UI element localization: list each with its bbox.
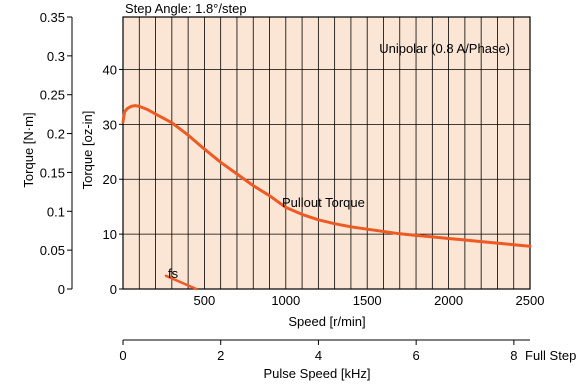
x-tick-label-pulse: 8	[510, 348, 517, 363]
x-tick-label-speed: 2500	[516, 293, 545, 308]
y-tick-label-ozin: 10	[103, 227, 117, 242]
y-tick-label-ozin: 0	[110, 282, 117, 297]
plot-frame	[122, 16, 531, 290]
fs-label: fs	[168, 266, 179, 281]
y-tick-label-nm: 0.15	[40, 165, 65, 180]
x-tick-label-speed: 1500	[353, 293, 382, 308]
y-tick-label-ozin: 40	[103, 62, 117, 77]
y-tick-label-nm: 0.2	[47, 127, 65, 142]
y-tick-label-nm: 0.3	[47, 49, 65, 64]
y-tick-label-ozin: 20	[103, 172, 117, 187]
x-tick-label-pulse: 6	[413, 348, 420, 363]
axes	[67, 16, 531, 345]
full-step-label: Full Step	[525, 348, 576, 363]
y-tick-label-nm: 0	[58, 282, 65, 297]
x-tick-label-pulse: 0	[119, 348, 126, 363]
x-tick-label-speed: 2000	[434, 293, 463, 308]
y-tick-label-nm: 0.35	[40, 10, 65, 25]
x-axis-title-speed: Speed [r/min]	[288, 314, 365, 329]
fs-line	[164, 274, 198, 291]
plot-background	[123, 17, 530, 289]
y-axis-title-ozin: Torque [oz-in]	[80, 111, 95, 190]
curve-label: Pullout Torque	[282, 195, 365, 210]
pullout-torque-curve	[121, 104, 532, 248]
y-axis-title-nm: Torque [N·m]	[21, 112, 36, 187]
chart-title: Step Angle: 1.8°/step	[125, 1, 247, 16]
condition-label: Unipolar (0.8 A/Phase)	[379, 41, 510, 56]
y-tick-label-nm: 0.1	[47, 204, 65, 219]
y-tick-label-ozin: 30	[103, 117, 117, 132]
y-tick-label-nm: 0.25	[40, 88, 65, 103]
y-tick-label-nm: 0.05	[40, 243, 65, 258]
x-tick-label-speed: 1000	[271, 293, 300, 308]
x-tick-label-speed: 500	[194, 293, 216, 308]
x-axis-title-pulse: Pulse Speed [kHz]	[264, 366, 371, 381]
x-tick-label-pulse: 4	[315, 348, 322, 363]
x-tick-label-pulse: 2	[217, 348, 224, 363]
